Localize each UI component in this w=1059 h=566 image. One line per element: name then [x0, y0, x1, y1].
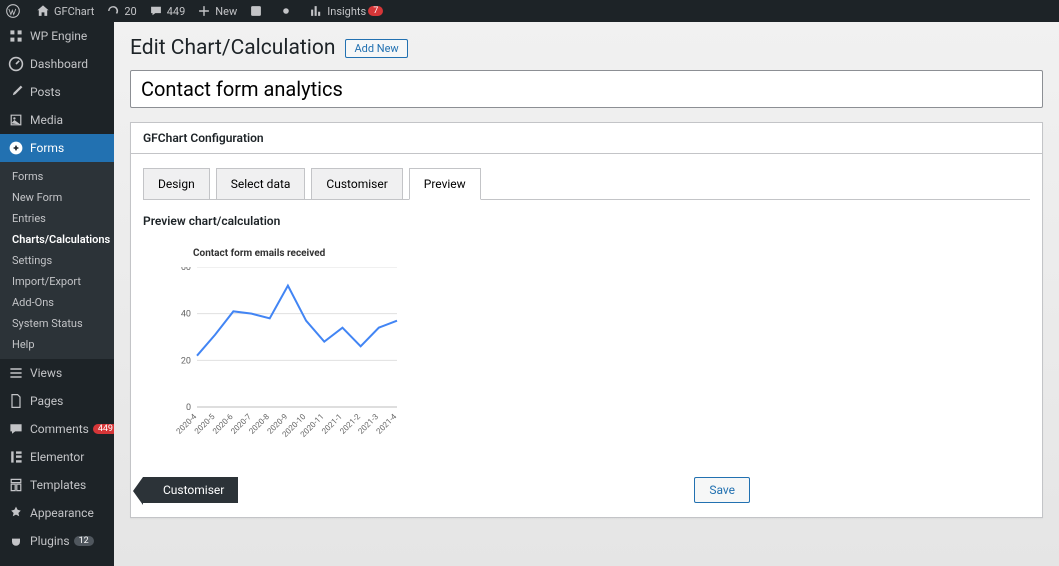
submenu-item-charts-calculations[interactable]: Charts/Calculations	[0, 229, 114, 250]
new-content-link[interactable]: New	[197, 4, 237, 18]
sidebar-item-label: Plugins	[30, 534, 70, 548]
dot-icon	[279, 4, 293, 18]
templates-icon	[8, 477, 24, 493]
sidebar-item-plugins[interactable]: Plugins 12	[0, 527, 114, 555]
tab-preview[interactable]: Preview	[409, 168, 481, 200]
menu-badge: 12	[74, 536, 94, 546]
submenu-item-add-ons[interactable]: Add-Ons	[0, 292, 114, 313]
yoast-indicator[interactable]	[249, 4, 267, 18]
svg-text:2021-4: 2021-4	[375, 412, 399, 436]
wizard-footer: Customiser Save	[143, 477, 1030, 503]
preview-section-label: Preview chart/calculation	[143, 214, 1030, 228]
forms-submenu: FormsNew FormEntriesCharts/CalculationsS…	[0, 162, 114, 359]
submenu-item-system-status[interactable]: System Status	[0, 313, 114, 334]
comment-icon	[149, 4, 163, 18]
sidebar-item-label: Appearance	[30, 506, 94, 520]
sidebar-item-label: WP Engine	[30, 29, 87, 43]
new-label: New	[215, 5, 237, 18]
sidebar-item-pages[interactable]: Pages	[0, 387, 114, 415]
sidebar-item-label: Comments	[30, 422, 89, 436]
elementor-icon	[8, 449, 24, 465]
plus-icon	[197, 4, 211, 18]
bar-chart-icon	[309, 4, 323, 18]
submenu-item-help[interactable]: Help	[0, 334, 114, 355]
insights-label: Insights	[327, 5, 366, 18]
save-button[interactable]: Save	[694, 477, 750, 503]
chart-title: Contact form emails received	[193, 248, 1030, 259]
sidebar-item-dashboard[interactable]: Dashboard	[0, 50, 114, 78]
sidebar-item-label: Views	[30, 366, 62, 380]
submenu-item-entries[interactable]: Entries	[0, 208, 114, 229]
comments-icon	[8, 421, 24, 437]
wp-logo[interactable]	[6, 4, 24, 18]
main-content: Edit Chart/Calculation Add New GFChart C…	[114, 22, 1059, 566]
sidebar-item-label: Media	[30, 113, 63, 127]
sidebar-item-templates[interactable]: Templates	[0, 471, 114, 499]
yoast-icon	[249, 4, 263, 18]
views-icon	[8, 365, 24, 381]
site-name: GFChart	[54, 5, 94, 18]
refresh-icon	[106, 4, 120, 18]
site-home-link[interactable]: GFChart	[36, 4, 94, 18]
config-tabs: DesignSelect dataCustomiserPreview	[143, 168, 1030, 200]
sidebar-item-label: Templates	[30, 478, 86, 492]
appearance-icon	[8, 505, 24, 521]
config-header: GFChart Configuration	[131, 123, 1042, 154]
sidebar-item-wp-engine[interactable]: WP Engine	[0, 22, 114, 50]
svg-text:40: 40	[181, 310, 191, 320]
comments-link[interactable]: 449	[149, 4, 186, 18]
tab-customiser[interactable]: Customiser	[311, 168, 402, 199]
chart-title-input[interactable]	[130, 70, 1043, 108]
submenu-item-settings[interactable]: Settings	[0, 250, 114, 271]
sidebar-item-label: Dashboard	[30, 57, 88, 71]
submenu-item-forms[interactable]: Forms	[0, 166, 114, 187]
page-header: Edit Chart/Calculation Add New	[130, 36, 1043, 60]
sidebar-item-posts[interactable]: Posts	[0, 78, 114, 106]
admin-toolbar: GFChart 20 449 New Insights 7	[0, 0, 1059, 22]
insights-link[interactable]: Insights 7	[309, 4, 383, 18]
sidebar-item-media[interactable]: Media	[0, 106, 114, 134]
status-dot[interactable]	[279, 4, 297, 18]
svg-text:60: 60	[181, 267, 191, 273]
menu-badge: 449	[93, 424, 114, 434]
config-postbox: GFChart Configuration DesignSelect dataC…	[130, 122, 1043, 518]
chart-preview: Contact form emails received 02040602020…	[173, 248, 1030, 447]
pages-icon	[8, 393, 24, 409]
submenu-item-new-form[interactable]: New Form	[0, 187, 114, 208]
media-icon	[8, 112, 24, 128]
dashboard-icon	[8, 56, 24, 72]
submenu-item-import-export[interactable]: Import/Export	[0, 271, 114, 292]
page-title: Edit Chart/Calculation	[130, 36, 335, 60]
back-button[interactable]: Customiser	[143, 477, 238, 503]
sidebar-item-label: Posts	[30, 85, 61, 99]
add-new-button[interactable]: Add New	[345, 39, 407, 58]
sidebar-item-elementor[interactable]: Elementor	[0, 443, 114, 471]
plugins-icon	[8, 533, 24, 549]
line-chart-svg: 02040602020-42020-52020-62020-72020-8202…	[173, 267, 427, 447]
admin-sidebar: WP EngineDashboardPostsMediaFormsFormsNe…	[0, 22, 114, 566]
sidebar-item-label: Forms	[30, 141, 64, 155]
insights-badge: 7	[368, 6, 383, 16]
tab-design[interactable]: Design	[143, 168, 210, 199]
wpengine-icon	[8, 28, 24, 44]
updates-count: 20	[124, 5, 136, 18]
sidebar-item-label: Elementor	[30, 450, 84, 464]
sidebar-item-views[interactable]: Views	[0, 359, 114, 387]
sidebar-item-comments[interactable]: Comments 449	[0, 415, 114, 443]
svg-text:0: 0	[186, 403, 191, 413]
updates-link[interactable]: 20	[106, 4, 136, 18]
forms-icon	[8, 140, 24, 156]
comments-count: 449	[167, 5, 186, 18]
sidebar-item-forms[interactable]: Forms	[0, 134, 114, 162]
posts-icon	[8, 84, 24, 100]
tab-select-data[interactable]: Select data	[216, 168, 306, 199]
svg-text:20: 20	[181, 356, 191, 366]
sidebar-item-label: Pages	[30, 394, 63, 408]
home-icon	[36, 4, 50, 18]
sidebar-item-appearance[interactable]: Appearance	[0, 499, 114, 527]
